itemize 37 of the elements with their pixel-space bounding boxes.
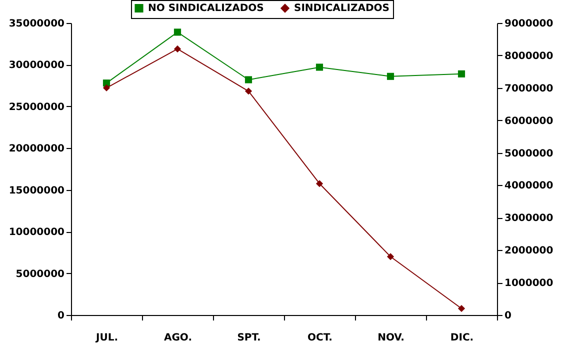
y-tick-label: 5000000 [16, 268, 65, 280]
y2-tick-label: 1000000 [504, 278, 554, 290]
y2-tick-label: 5000000 [504, 148, 554, 160]
y2-tick-label: 7000000 [504, 83, 554, 94]
x-tick-label: NOV. [378, 332, 404, 344]
point [316, 180, 324, 188]
x-tick-label: OCT. [308, 332, 332, 344]
point [458, 304, 466, 312]
point [174, 45, 182, 52]
x-tick-label: JUL. [94, 332, 118, 344]
point [102, 84, 110, 92]
x-tick-label: SPT. [237, 332, 261, 344]
y-tick-label: 0 [58, 310, 65, 322]
y2-tick-label: 4000000 [504, 180, 554, 192]
point [386, 253, 394, 260]
y-tick-label: 10000000 [8, 227, 65, 238]
y2-tick-label: 2000000 [504, 246, 554, 257]
y-tick-label: 20000000 [8, 144, 65, 155]
y-tick-label: 15000000 [8, 185, 65, 196]
point [174, 28, 182, 36]
y2-tick-label: 6000000 [504, 116, 554, 127]
point [386, 72, 394, 80]
point [244, 76, 252, 84]
y2-tick-label: 8000000 [504, 50, 554, 62]
point [244, 88, 252, 95]
y-tick-label: 25000000 [8, 102, 65, 113]
point [316, 64, 324, 71]
y2-tick-label: 3000000 [504, 213, 554, 224]
point [458, 70, 466, 78]
y2-tick-label: 9000000 [504, 18, 554, 30]
legend-label: SINDICALIZADOS [294, 3, 390, 14]
y-tick-label: 35000000 [8, 18, 65, 30]
x-tick-label: DIC. [450, 332, 474, 344]
y2-tick-label: 0 [504, 310, 512, 322]
x-tick-label: AGO. [164, 332, 192, 344]
y-tick-label: 30000000 [8, 60, 65, 72]
legend-label: NO SINDICALIZADOS [148, 3, 264, 14]
